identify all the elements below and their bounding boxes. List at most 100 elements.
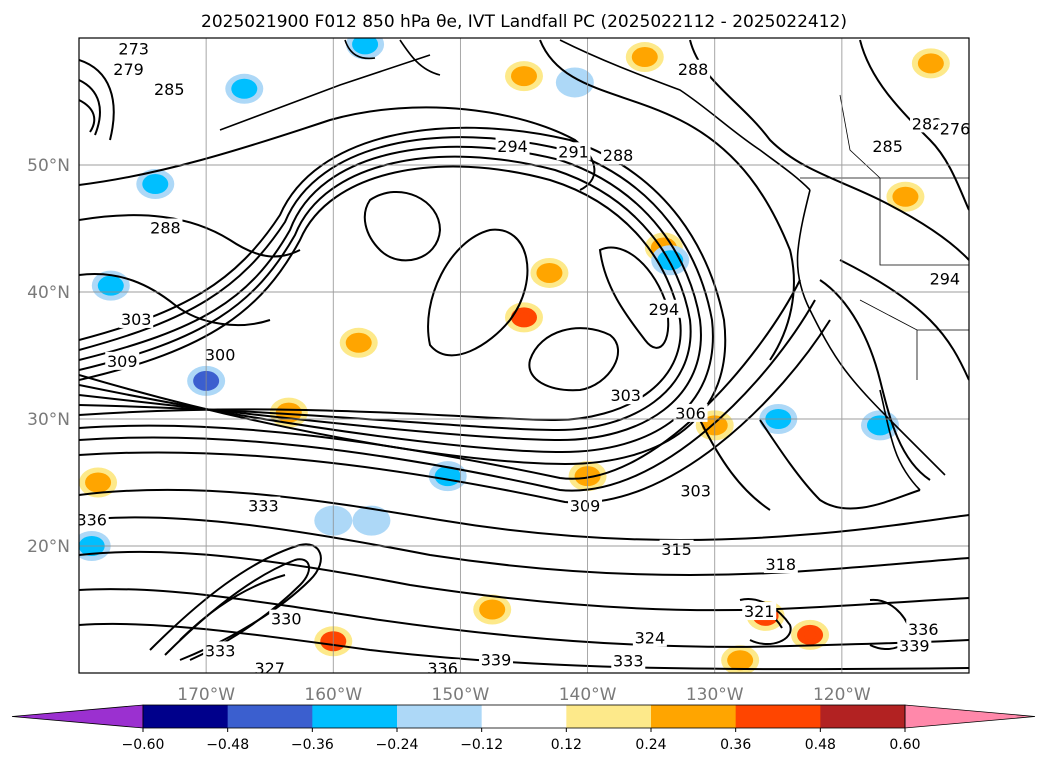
contour-label-bg [479,650,514,669]
contour-label: 336 [908,620,939,639]
contour-line [427,228,529,357]
contour-label: 339 [899,636,930,655]
contour-label: 288 [603,146,634,165]
contour-label: 324 [635,629,666,648]
contour-label-bg [910,114,945,133]
contour-label: 315 [661,540,692,559]
contour-label: 339 [481,650,512,669]
contour-label: 291 [558,142,589,161]
contour-label-bg [632,628,667,647]
contour-label-bg [659,539,694,558]
contour-line [363,190,442,262]
contour-label-bg [556,142,591,161]
contour-label-bg [678,481,713,500]
contour-label: 279 [113,60,144,79]
contour-line [79,588,969,648]
contour-label-bg [79,652,81,671]
y-tick-labels: 50°N 40°N 30°N 20°N [27,156,70,557]
contour-label-bg [938,119,969,138]
colorbar-tick-label: 0.60 [889,737,920,753]
contour-label: 309 [570,497,601,516]
contour-label-bg [105,351,140,370]
contour-label-bg [601,146,636,165]
anomaly-shade [345,332,372,353]
contour-line [79,214,301,258]
contour-label: 273 [118,39,149,58]
contour-label: 288 [678,60,709,79]
contour-label: 336 [76,511,107,530]
contour-line [759,419,921,510]
anomaly-core [804,629,817,640]
contour-line [859,39,969,211]
contour-label: 294 [497,137,528,156]
contour-label-bg [870,137,905,156]
contour-label-bg [119,309,154,328]
contour-line [79,488,969,541]
contour-label-bg [116,39,151,58]
colorbar-extend-high [904,704,1036,729]
contour-label: 336 [427,659,458,678]
contour-line [79,165,682,422]
coastline [559,39,811,191]
contour-label-bg [568,496,603,515]
contour-label: 276 [940,119,971,138]
anomaly-shade [727,650,754,671]
colorbar-segment [143,705,229,728]
coastline [879,389,921,491]
contour-line [79,550,969,612]
anomaly-shade [97,275,124,296]
contour-line [79,273,271,326]
gridlines [79,38,969,673]
contour-line [598,246,670,349]
anomaly-shade [142,174,169,195]
contour-label: 318 [766,555,797,574]
anomaly-shade [231,78,258,99]
colorbar-segment [566,705,652,728]
y-tick-label: 30°N [27,410,70,430]
contour-label: 330 [271,610,302,629]
colorbar-segment [227,705,313,728]
contour-line [79,136,714,454]
chart-title: 2025021900 F012 850 hPa θe, IVT Landfall… [201,12,847,32]
x-tick-label: 130°W [686,685,744,705]
anomaly-shade [479,599,506,620]
contour-line [539,39,795,361]
x-tick-label: 150°W [432,685,490,705]
colorbar-segment [397,705,483,728]
contour-labels: 294 291 288 288 303 300 309 303 294 306 303 309 315 3… [48,39,971,678]
coastline [344,39,376,60]
contour-label: 294 [649,300,680,319]
colorbar-tick-label: 0.36 [720,737,751,753]
contour-label: 333 [613,652,644,671]
colorbar-tick-label: −0.60 [122,737,165,753]
colorbar-frame [142,704,906,729]
contour-label-bg [425,659,460,673]
contour-label: 336 [48,653,79,672]
contour-line [79,59,115,141]
anomaly-shade [631,47,658,68]
x-tick-label: 140°W [559,685,617,705]
contour-label-bg [203,345,238,364]
contour-line [839,259,969,381]
contour-label: 333 [248,497,279,516]
contour-label: 285 [154,80,185,99]
colorbar-extend-low [11,704,144,729]
y-tick-label: 20°N [27,537,70,557]
contour-label: 285 [872,137,903,156]
contour-line [79,622,969,671]
border-line [879,178,969,266]
contour-label: 282 [912,114,943,133]
y-tick-label: 50°N [27,156,70,176]
anomaly-shade [85,472,112,493]
coastline [219,54,431,131]
colorbar-tick-label: −0.36 [291,737,334,753]
contour-label: 288 [150,219,181,238]
contour-label-bg [148,218,183,237]
shaded-anomalies [79,38,950,673]
contour-label: 294 [930,269,961,288]
colorbar-tick-label: −0.48 [206,737,249,753]
contour-label-bg [646,299,681,318]
contour-label-bg [763,555,798,574]
coastlines [219,39,946,491]
